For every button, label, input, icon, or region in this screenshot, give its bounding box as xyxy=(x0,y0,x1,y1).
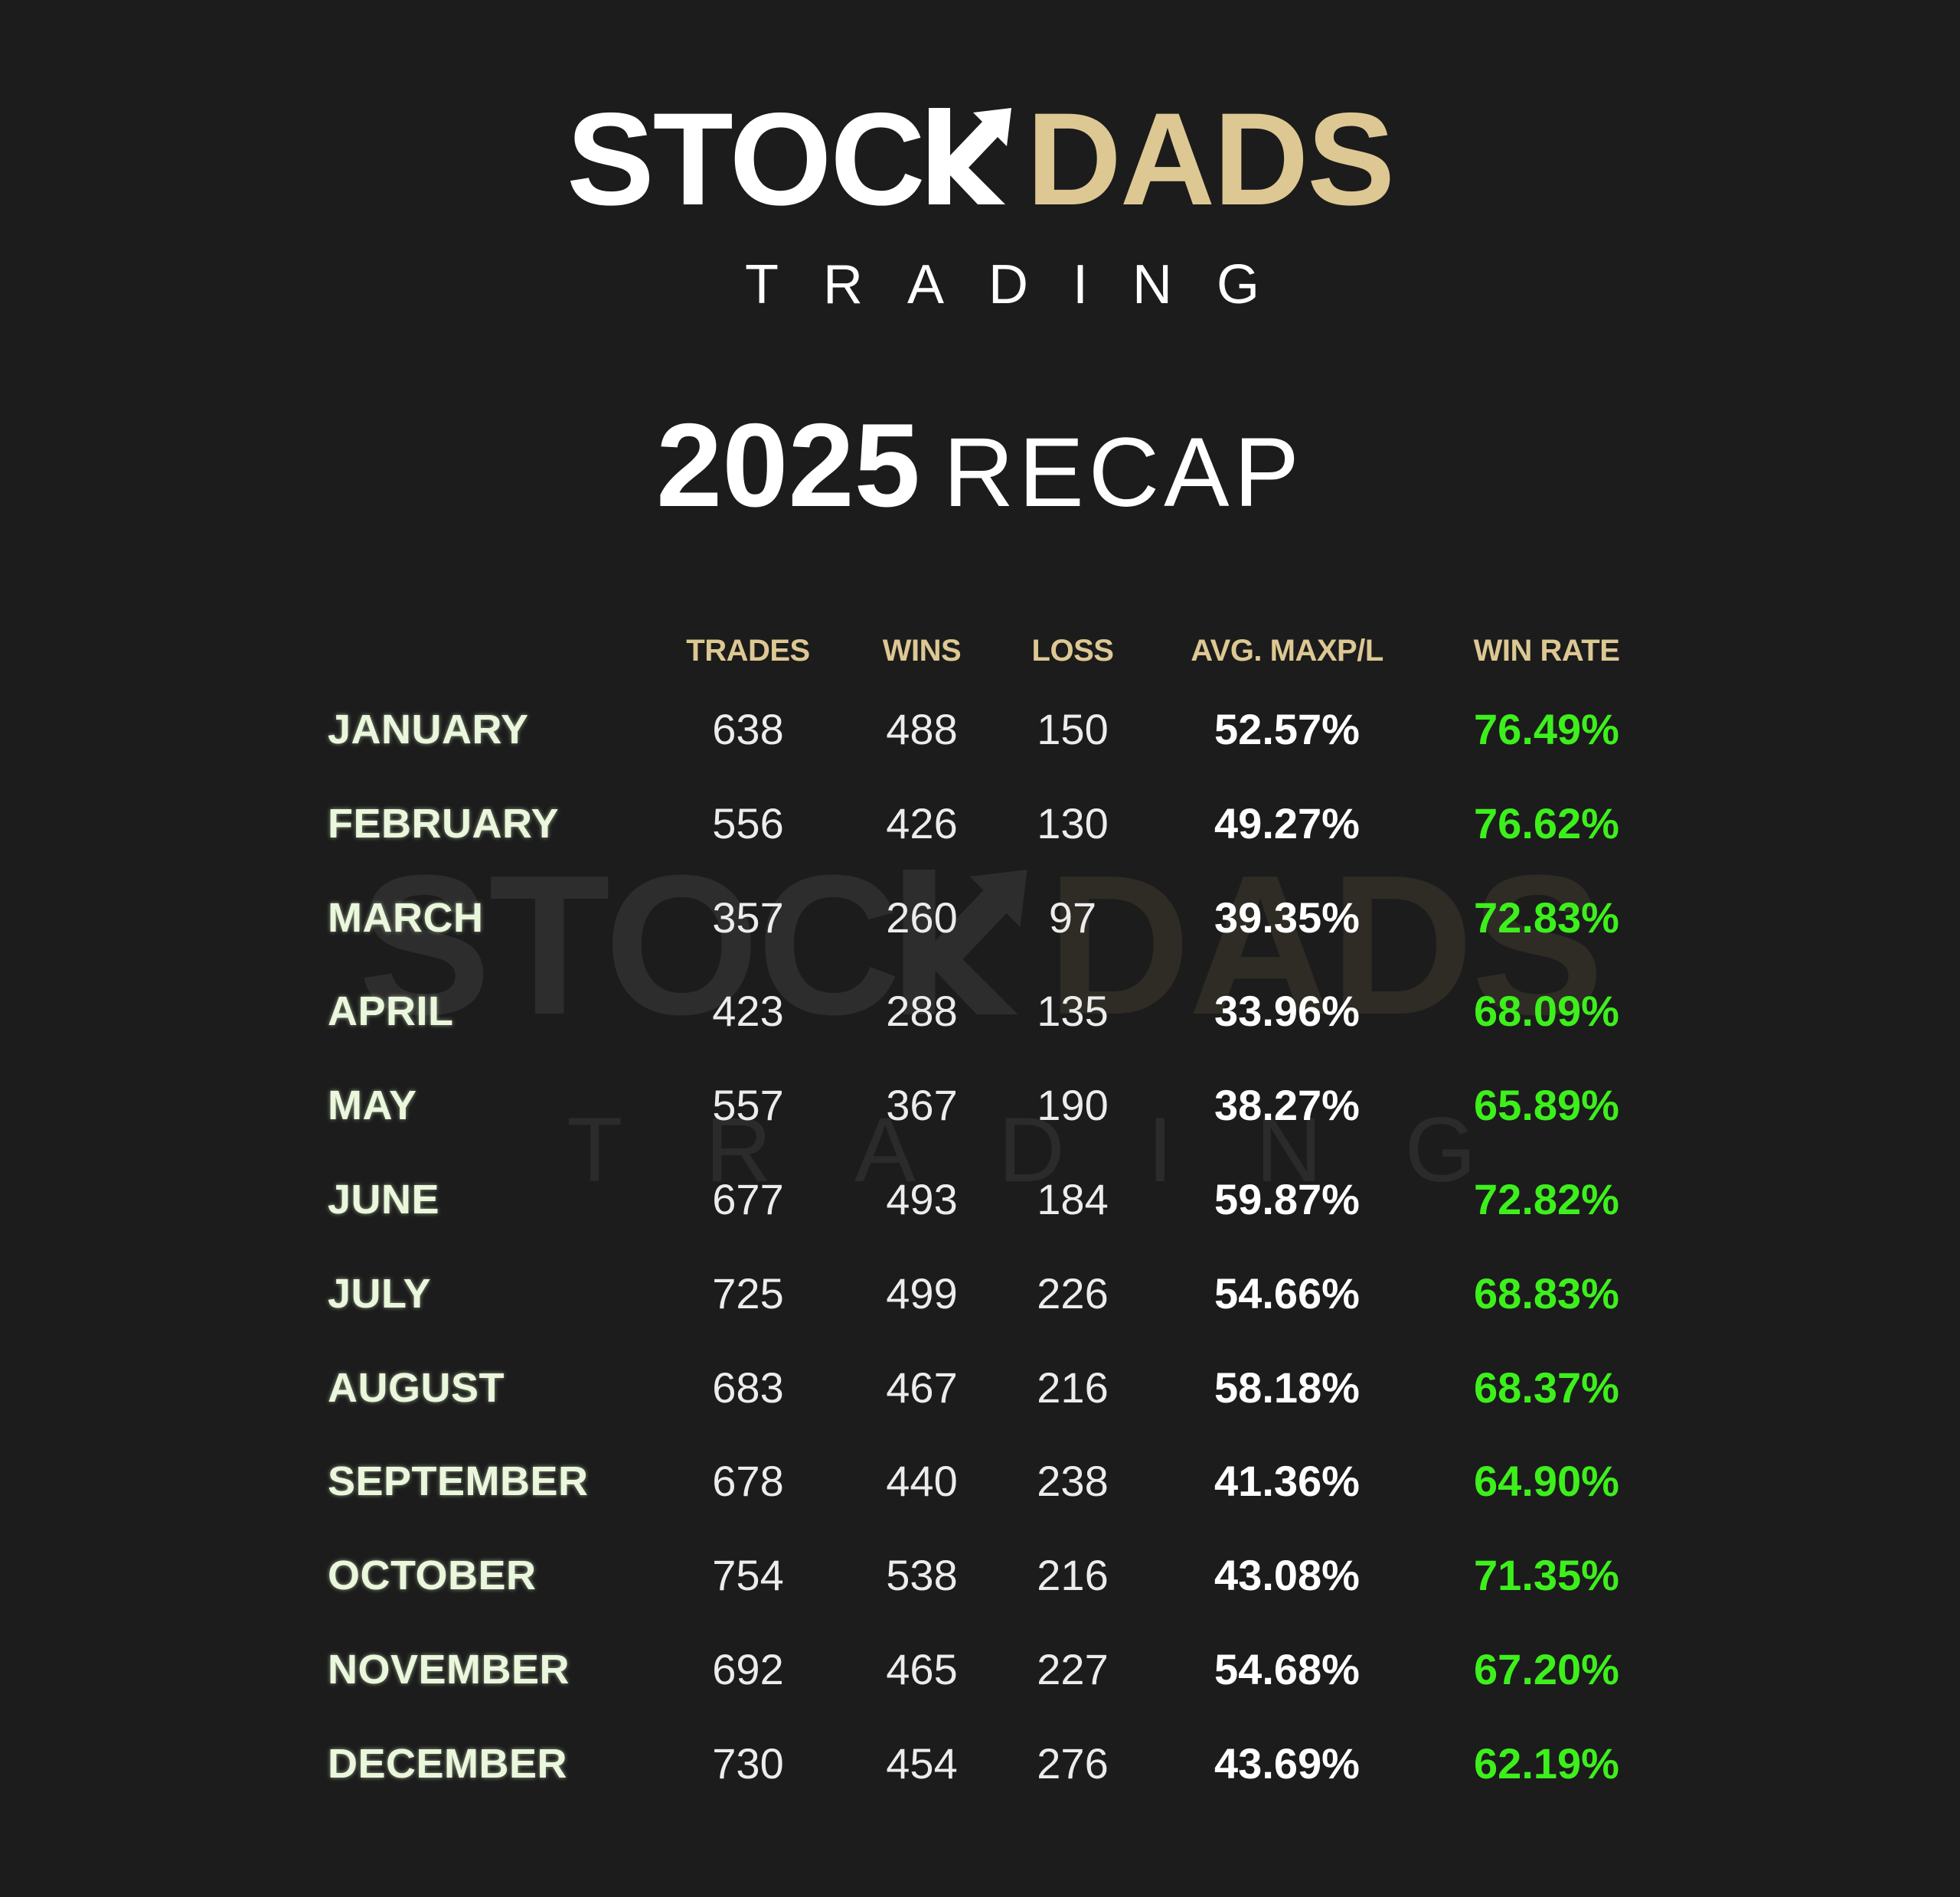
table-row: SEPTEMBER 678 440 238 41.36% 64.90% xyxy=(0,1451,1960,1512)
column-header-win-rate: WIN RATE xyxy=(1473,634,1620,668)
month-label: NOVEMBER xyxy=(328,1647,570,1693)
trades-cell: 730 xyxy=(712,1739,784,1788)
loss-cell: 216 xyxy=(1037,1551,1109,1600)
win-rate-cell: 71.35% xyxy=(1474,1551,1619,1600)
loss-cell: 130 xyxy=(1037,798,1109,847)
table-row: DECEMBER 730 454 276 43.69% 62.19% xyxy=(0,1733,1960,1794)
brand-name-part1: STOC xyxy=(566,86,926,233)
loss-cell: 135 xyxy=(1037,987,1109,1036)
win-rate-cell: 64.90% xyxy=(1474,1457,1619,1506)
month-label: MARCH xyxy=(328,894,484,941)
avg-maxpl-cell: 54.66% xyxy=(1214,1268,1360,1317)
avg-maxpl-cell: 41.36% xyxy=(1214,1457,1360,1506)
column-header-wins: WINS xyxy=(882,634,962,668)
wins-cell: 488 xyxy=(886,705,958,753)
win-rate-cell: 76.62% xyxy=(1474,798,1619,847)
table-row: OCTOBER 754 538 216 43.08% 71.35% xyxy=(0,1545,1960,1606)
month-label: JANUARY xyxy=(328,707,529,753)
wins-cell: 367 xyxy=(886,1081,958,1130)
brand-logo: STOC DADS xyxy=(0,93,1960,225)
table-row: MAY 557 367 190 38.27% 65.89% xyxy=(0,1075,1960,1136)
brand-name-part2: DADS xyxy=(1026,86,1395,233)
loss-cell: 150 xyxy=(1037,705,1109,753)
avg-maxpl-cell: 49.27% xyxy=(1214,798,1360,847)
trades-cell: 557 xyxy=(712,1081,784,1130)
avg-maxpl-cell: 54.68% xyxy=(1214,1645,1360,1693)
title-year: 2025 xyxy=(656,399,920,531)
avg-maxpl-cell: 43.69% xyxy=(1214,1739,1360,1788)
win-rate-cell: 76.49% xyxy=(1474,705,1619,753)
column-header-trades: TRADES xyxy=(686,634,810,668)
month-label: MAY xyxy=(328,1082,417,1129)
avg-maxpl-cell: 43.08% xyxy=(1214,1551,1360,1600)
trades-cell: 725 xyxy=(712,1268,784,1317)
month-label: JULY xyxy=(328,1270,432,1317)
table-row: MARCH 357 260 97 39.35% 72.83% xyxy=(0,887,1960,948)
avg-maxpl-cell: 38.27% xyxy=(1214,1081,1360,1130)
trades-cell: 754 xyxy=(712,1551,784,1600)
loss-cell: 184 xyxy=(1037,1175,1109,1223)
wins-cell: 467 xyxy=(886,1363,958,1412)
win-rate-cell: 65.89% xyxy=(1474,1081,1619,1130)
trades-cell: 556 xyxy=(712,798,784,847)
month-label: OCTOBER xyxy=(328,1553,537,1599)
month-label: FEBRUARY xyxy=(328,800,560,847)
loss-cell: 216 xyxy=(1037,1363,1109,1412)
avg-maxpl-cell: 52.57% xyxy=(1214,705,1360,753)
avg-maxpl-cell: 58.18% xyxy=(1214,1363,1360,1412)
avg-maxpl-cell: 59.87% xyxy=(1214,1175,1360,1223)
wins-cell: 454 xyxy=(886,1739,958,1788)
month-label: DECEMBER xyxy=(328,1740,568,1787)
loss-cell: 238 xyxy=(1037,1457,1109,1506)
table-row: FEBRUARY 556 426 130 49.27% 76.62% xyxy=(0,793,1960,854)
win-rate-cell: 68.83% xyxy=(1474,1268,1619,1317)
column-header-loss: LOSS xyxy=(1031,634,1114,668)
wins-cell: 440 xyxy=(886,1457,958,1506)
avg-maxpl-cell: 39.35% xyxy=(1214,893,1360,942)
wins-cell: 426 xyxy=(886,798,958,847)
column-header-avg-maxpl: AVG. MAXP/L xyxy=(1191,634,1383,668)
wins-cell: 465 xyxy=(886,1645,958,1693)
title-word: RECAP xyxy=(942,418,1304,527)
win-rate-cell: 67.20% xyxy=(1474,1645,1619,1693)
month-label: APRIL xyxy=(328,988,454,1035)
win-rate-cell: 72.83% xyxy=(1474,893,1619,942)
page-title: 2025 RECAP xyxy=(0,406,1960,524)
loss-cell: 190 xyxy=(1037,1081,1109,1130)
table-row: JANUARY 638 488 150 52.57% 76.49% xyxy=(0,699,1960,760)
trades-cell: 678 xyxy=(712,1457,784,1506)
table-row: JUNE 677 493 184 59.87% 72.82% xyxy=(0,1169,1960,1230)
trades-cell: 423 xyxy=(712,987,784,1036)
trades-cell: 692 xyxy=(712,1645,784,1693)
wins-cell: 288 xyxy=(886,987,958,1036)
trades-cell: 683 xyxy=(712,1363,784,1412)
wins-cell: 493 xyxy=(886,1175,958,1223)
loss-cell: 227 xyxy=(1037,1645,1109,1693)
month-label: SEPTEMBER xyxy=(328,1458,589,1505)
avg-maxpl-cell: 33.96% xyxy=(1214,987,1360,1036)
trades-cell: 357 xyxy=(712,893,784,942)
wins-cell: 260 xyxy=(886,893,958,942)
loss-cell: 226 xyxy=(1037,1268,1109,1317)
win-rate-cell: 62.19% xyxy=(1474,1739,1619,1788)
table-row: NOVEMBER 692 465 227 54.68% 67.20% xyxy=(0,1639,1960,1700)
wins-cell: 538 xyxy=(886,1551,958,1600)
win-rate-cell: 68.09% xyxy=(1474,987,1619,1036)
brand-subtitle: TRADING xyxy=(745,254,1304,315)
table-row: AUGUST 683 467 216 58.18% 68.37% xyxy=(0,1357,1960,1419)
table-row: APRIL 423 288 135 33.96% 68.09% xyxy=(0,981,1960,1042)
arrow-k-icon xyxy=(928,98,1019,205)
month-label: AUGUST xyxy=(328,1364,505,1411)
win-rate-cell: 68.37% xyxy=(1474,1363,1619,1412)
table-row: JULY 725 499 226 54.66% 68.83% xyxy=(0,1263,1960,1324)
month-label: JUNE xyxy=(328,1177,440,1223)
watermark-subtitle: TRADING xyxy=(567,1099,1559,1201)
loss-cell: 97 xyxy=(1048,893,1097,942)
loss-cell: 276 xyxy=(1037,1739,1109,1788)
trades-cell: 638 xyxy=(712,705,784,753)
wins-cell: 499 xyxy=(886,1268,958,1317)
win-rate-cell: 72.82% xyxy=(1474,1175,1619,1223)
trades-cell: 677 xyxy=(712,1175,784,1223)
